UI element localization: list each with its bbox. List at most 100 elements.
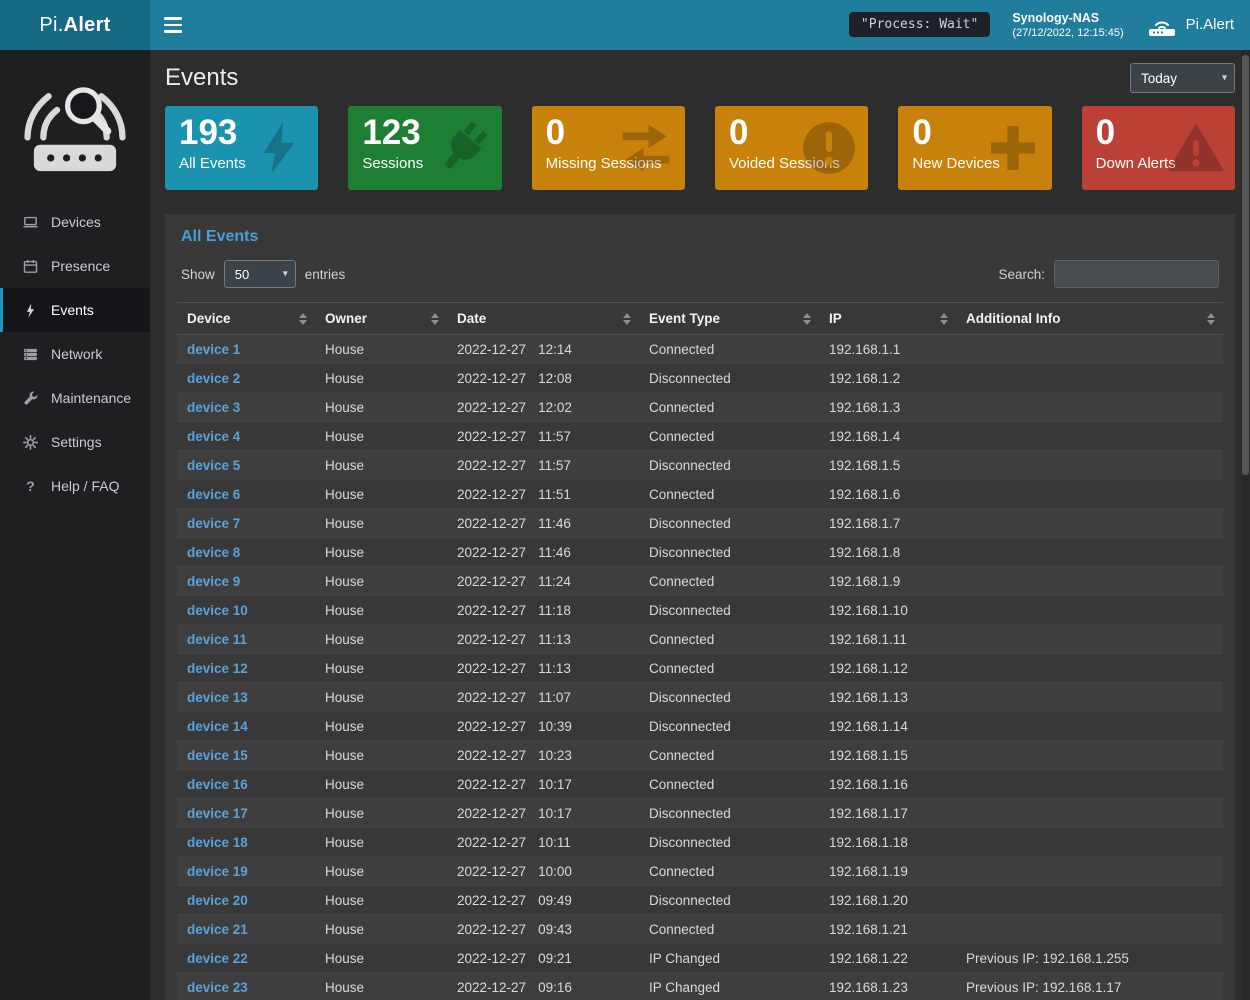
device-link[interactable]: device 7 xyxy=(187,515,241,531)
owner-cell: House xyxy=(315,769,447,799)
page-length-control: Show 50 ▾ entries xyxy=(181,260,345,288)
column-label: IP xyxy=(829,311,842,326)
device-cell: device 16 xyxy=(177,769,315,799)
additional-info-cell xyxy=(956,479,1223,509)
event-type-cell: Disconnected xyxy=(639,798,819,828)
brand-dot: . xyxy=(57,13,64,36)
table-row: device 7 House 2022-12-27 11:46 Disconnected… xyxy=(177,508,1223,538)
scrollbar-thumb[interactable] xyxy=(1242,55,1249,475)
device-link[interactable]: device 3 xyxy=(187,399,241,415)
device-link[interactable]: device 4 xyxy=(187,428,241,444)
date-cell: 2022-12-27 12:14 xyxy=(447,334,639,364)
additional-info-cell xyxy=(956,508,1223,538)
date-cell: 2022-12-27 09:49 xyxy=(447,885,639,915)
summary-card-down-alerts[interactable]: 0 Down Alerts xyxy=(1081,106,1235,190)
device-link[interactable]: device 12 xyxy=(187,660,248,676)
sidebar-item-help-faq[interactable]: ? Help / FAQ xyxy=(0,464,150,508)
sidebar-item-label: Settings xyxy=(51,434,102,450)
app-brand-label: Pi.Alert xyxy=(1185,16,1234,34)
app-brand[interactable]: Pi.Alert xyxy=(1146,13,1234,37)
card-value: 0 xyxy=(912,113,932,152)
device-link[interactable]: device 10 xyxy=(187,602,248,618)
summary-card-missing-sessions[interactable]: 0 Missing Sessions xyxy=(531,106,685,190)
event-date: 2022-12-27 xyxy=(457,863,527,879)
device-link[interactable]: device 11 xyxy=(187,631,248,647)
column-label: Date xyxy=(457,311,487,326)
event-type-cell: Connected xyxy=(639,479,819,509)
network-icon xyxy=(22,346,39,363)
device-link[interactable]: device 9 xyxy=(187,573,241,589)
device-link[interactable]: device 5 xyxy=(187,457,241,473)
brand-prefix: Pi xyxy=(39,13,58,36)
event-time: 11:46 xyxy=(538,515,571,531)
panel-title: All Events xyxy=(181,228,259,245)
top-navbar: Pi. Alert "Process: Wait" Synology-NAS (2… xyxy=(0,0,1250,50)
app-logo[interactable]: Pi. Alert xyxy=(0,0,150,50)
device-cell: device 7 xyxy=(177,508,315,538)
event-time: 11:51 xyxy=(538,486,571,502)
ip-cell: 192.168.1.8 xyxy=(819,537,956,567)
date-cell: 2022-12-27 10:11 xyxy=(447,827,639,857)
device-cell: device 1 xyxy=(177,334,315,364)
scrollbar[interactable] xyxy=(1241,50,1250,1000)
bolt-icon xyxy=(248,117,310,179)
event-type-cell: Disconnected xyxy=(639,363,819,393)
summary-card-voided-sessions[interactable]: 0 Voided Sessions xyxy=(714,106,869,190)
event-time: 10:39 xyxy=(538,718,572,734)
ip-cell: 192.168.1.9 xyxy=(819,566,956,596)
sort-icon xyxy=(623,312,631,325)
summary-card-new-devices[interactable]: 0 New Devices xyxy=(898,106,1052,190)
exchange-icon xyxy=(615,117,677,179)
event-time: 11:13 xyxy=(538,631,571,647)
column-header-ip[interactable]: IP xyxy=(819,302,956,335)
device-link[interactable]: device 2 xyxy=(187,370,241,386)
sidebar-item-settings[interactable]: Settings xyxy=(0,420,150,464)
column-header-event-type[interactable]: Event Type xyxy=(639,302,819,335)
device-link[interactable]: device 6 xyxy=(187,486,241,502)
event-date: 2022-12-27 xyxy=(457,428,527,444)
card-label: Sessions xyxy=(362,154,424,172)
device-link[interactable]: device 18 xyxy=(187,834,248,850)
device-link[interactable]: device 19 xyxy=(187,863,248,879)
ip-cell: 192.168.1.6 xyxy=(819,479,956,509)
summary-card-all-events[interactable]: 193 All Events xyxy=(165,106,319,190)
device-link[interactable]: device 1 xyxy=(187,341,241,357)
summary-card-sessions[interactable]: 123 Sessions xyxy=(348,106,502,190)
table-row: device 11 House 2022-12-27 11:13 Connected 19… xyxy=(177,624,1223,654)
device-link[interactable]: device 20 xyxy=(187,892,248,908)
column-header-date[interactable]: Date xyxy=(447,302,639,335)
event-date: 2022-12-27 xyxy=(457,573,527,589)
search-input[interactable] xyxy=(1054,260,1219,288)
additional-info-cell xyxy=(956,914,1223,944)
event-date: 2022-12-27 xyxy=(457,544,527,560)
devices-icon xyxy=(22,214,39,231)
ip-cell: 192.168.1.16 xyxy=(819,769,956,799)
sidebar-item-network[interactable]: Network xyxy=(0,332,150,376)
sidebar-item-events[interactable]: Events xyxy=(0,288,150,332)
device-link[interactable]: device 8 xyxy=(187,544,241,560)
table-row: device 21 House 2022-12-27 09:43 Connected 19… xyxy=(177,914,1223,944)
table-row: device 18 House 2022-12-27 10:11 Disconnecte… xyxy=(177,827,1223,857)
device-link[interactable]: device 13 xyxy=(187,689,248,705)
column-header-additional-info[interactable]: Additional Info xyxy=(956,302,1223,335)
device-link[interactable]: device 15 xyxy=(187,747,248,763)
event-type-cell: Disconnected xyxy=(639,682,819,712)
sidebar-item-presence[interactable]: Presence xyxy=(0,244,150,288)
column-header-owner[interactable]: Owner xyxy=(315,302,447,335)
sidebar-item-devices[interactable]: Devices xyxy=(0,200,150,244)
additional-info-cell: Previous IP: 192.168.1.17 xyxy=(956,972,1223,1000)
device-link[interactable]: device 17 xyxy=(187,805,248,821)
page-length-select[interactable]: 50 ▾ xyxy=(223,260,296,288)
period-select[interactable]: Today ▾ xyxy=(1130,63,1235,93)
event-type-cell: Connected xyxy=(639,856,819,886)
device-link[interactable]: device 16 xyxy=(187,776,248,792)
owner-cell: House xyxy=(315,479,447,509)
device-link[interactable]: device 23 xyxy=(187,979,248,995)
sidebar-item-maintenance[interactable]: Maintenance xyxy=(0,376,150,420)
device-link[interactable]: device 21 xyxy=(187,921,248,937)
device-link[interactable]: device 22 xyxy=(187,950,248,966)
column-header-device[interactable]: Device xyxy=(177,302,315,335)
device-link[interactable]: device 14 xyxy=(187,718,248,734)
device-cell: device 2 xyxy=(177,363,315,393)
sidebar-toggle-button[interactable] xyxy=(150,0,196,50)
